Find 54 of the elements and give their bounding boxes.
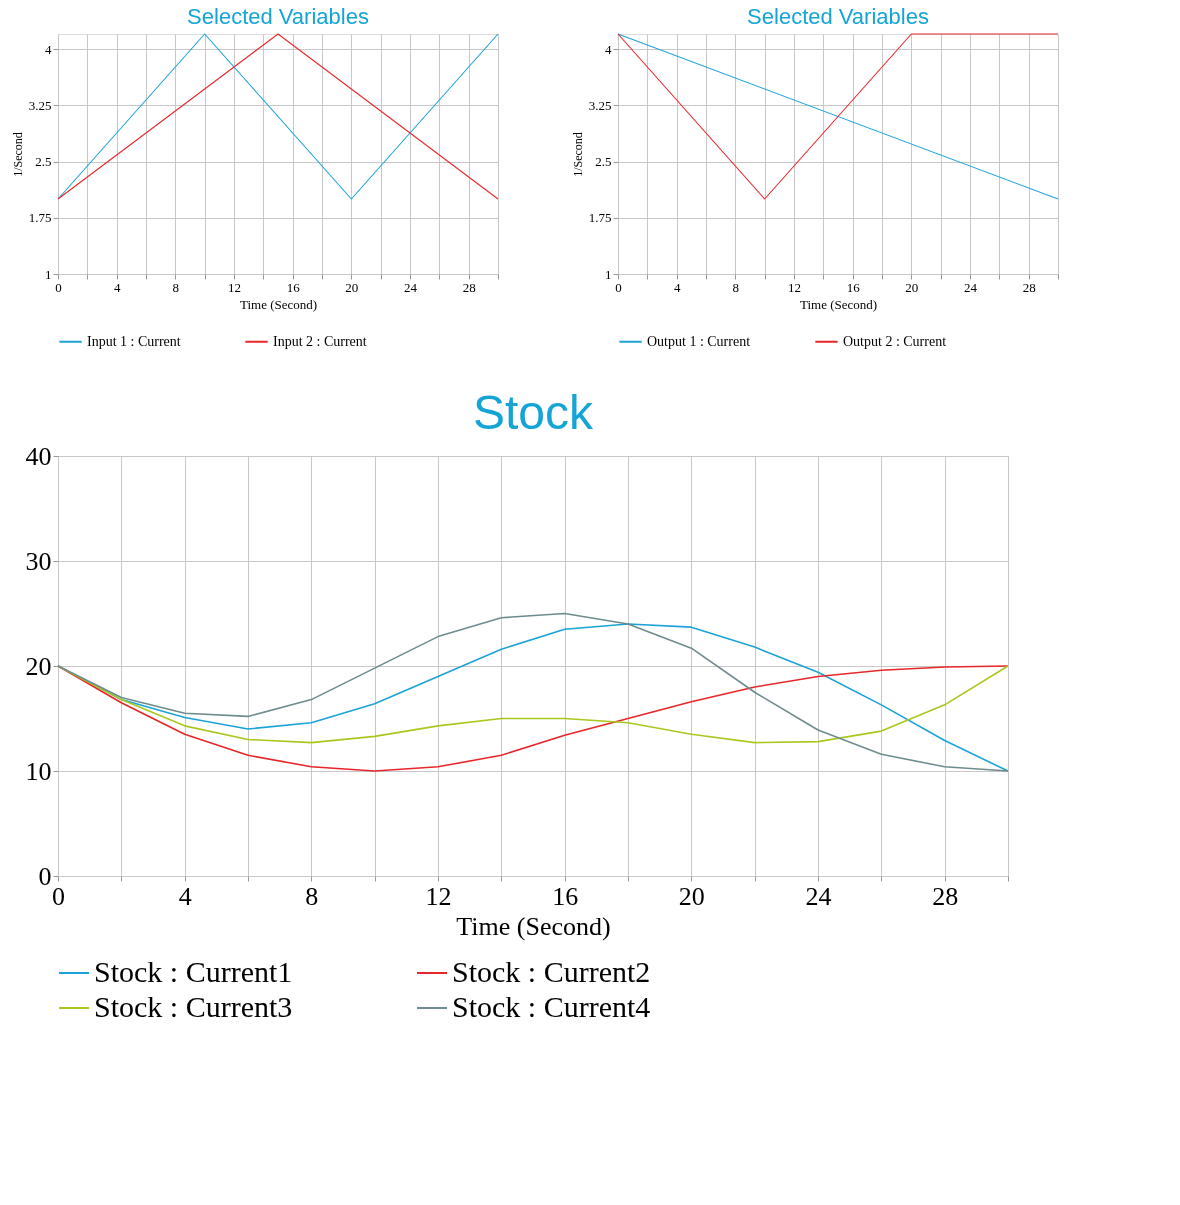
x-tick-label: 20 bbox=[678, 881, 705, 911]
y-axis-title: 1/Second bbox=[10, 132, 25, 177]
y-tick-label: 1.75 bbox=[28, 210, 52, 226]
x-tick-label: 12 bbox=[425, 881, 452, 911]
legend-label: Stock : Current3 bbox=[94, 990, 293, 1023]
legend-label: Stock : Current2 bbox=[452, 955, 651, 988]
y-tick-label: 4 bbox=[45, 41, 52, 57]
y-tick-label: 0 bbox=[38, 861, 52, 891]
y-tick-label: 30 bbox=[25, 546, 52, 576]
y-tick-label: 1 bbox=[45, 266, 52, 282]
x-axis-title: Time (Second) bbox=[799, 296, 878, 312]
legend-label: Input 1 : Current bbox=[87, 333, 181, 349]
x-tick-label: 24 bbox=[964, 279, 978, 295]
x-tick-label: 16 bbox=[286, 279, 301, 295]
x-axis-title: Time (Second) bbox=[239, 296, 318, 312]
x-tick-label: 4 bbox=[178, 881, 192, 911]
x-tick-label: 4 bbox=[113, 279, 121, 295]
x-tick-label: 4 bbox=[673, 279, 681, 295]
x-tick-label: 12 bbox=[788, 279, 801, 295]
y-tick-label: 2.5 bbox=[35, 154, 52, 169]
y-tick-label: 3.25 bbox=[28, 97, 52, 113]
x-tick-label: 0 bbox=[55, 279, 62, 295]
legend-label: Output 2 : Current bbox=[843, 333, 947, 349]
y-tick-label: 1 bbox=[605, 266, 612, 282]
chart-title: Stock bbox=[472, 386, 595, 439]
x-tick-label: 20 bbox=[345, 279, 359, 295]
x-tick-label: 8 bbox=[732, 279, 740, 295]
y-tick-label: 4 bbox=[605, 41, 612, 57]
x-tick-label: 24 bbox=[805, 881, 832, 911]
legend-label: Stock : Current1 bbox=[94, 955, 293, 988]
legend-label: Stock : Current4 bbox=[452, 990, 651, 1023]
x-tick-label: 16 bbox=[846, 279, 861, 295]
x-tick-label: 0 bbox=[615, 279, 622, 295]
x-tick-label: 16 bbox=[552, 881, 579, 911]
x-tick-label: 28 bbox=[462, 279, 476, 295]
y-tick-label: 10 bbox=[25, 756, 52, 786]
y-tick-label: 3.25 bbox=[588, 97, 612, 113]
chart-title: Selected Variables bbox=[747, 4, 929, 30]
legend-label: Output 1 : Current bbox=[647, 333, 751, 349]
x-tick-label: 28 bbox=[1022, 279, 1036, 295]
chart-title: Selected Variables bbox=[187, 4, 369, 30]
x-tick-label: 24 bbox=[404, 279, 418, 295]
y-tick-label: 2.5 bbox=[595, 154, 612, 169]
x-tick-label: 8 bbox=[305, 881, 319, 911]
x-tick-label: 12 bbox=[228, 279, 241, 295]
y-tick-label: 40 bbox=[25, 441, 52, 471]
x-tick-label: 20 bbox=[905, 279, 919, 295]
x-tick-label: 8 bbox=[172, 279, 180, 295]
x-tick-label: 28 bbox=[932, 881, 959, 911]
y-tick-label: 20 bbox=[25, 651, 52, 681]
y-tick-label: 1.75 bbox=[588, 210, 612, 226]
y-axis-title: 1/Second bbox=[570, 132, 585, 177]
x-axis-title: Time (Second) bbox=[456, 911, 611, 941]
legend-label: Input 2 : Current bbox=[273, 333, 367, 349]
